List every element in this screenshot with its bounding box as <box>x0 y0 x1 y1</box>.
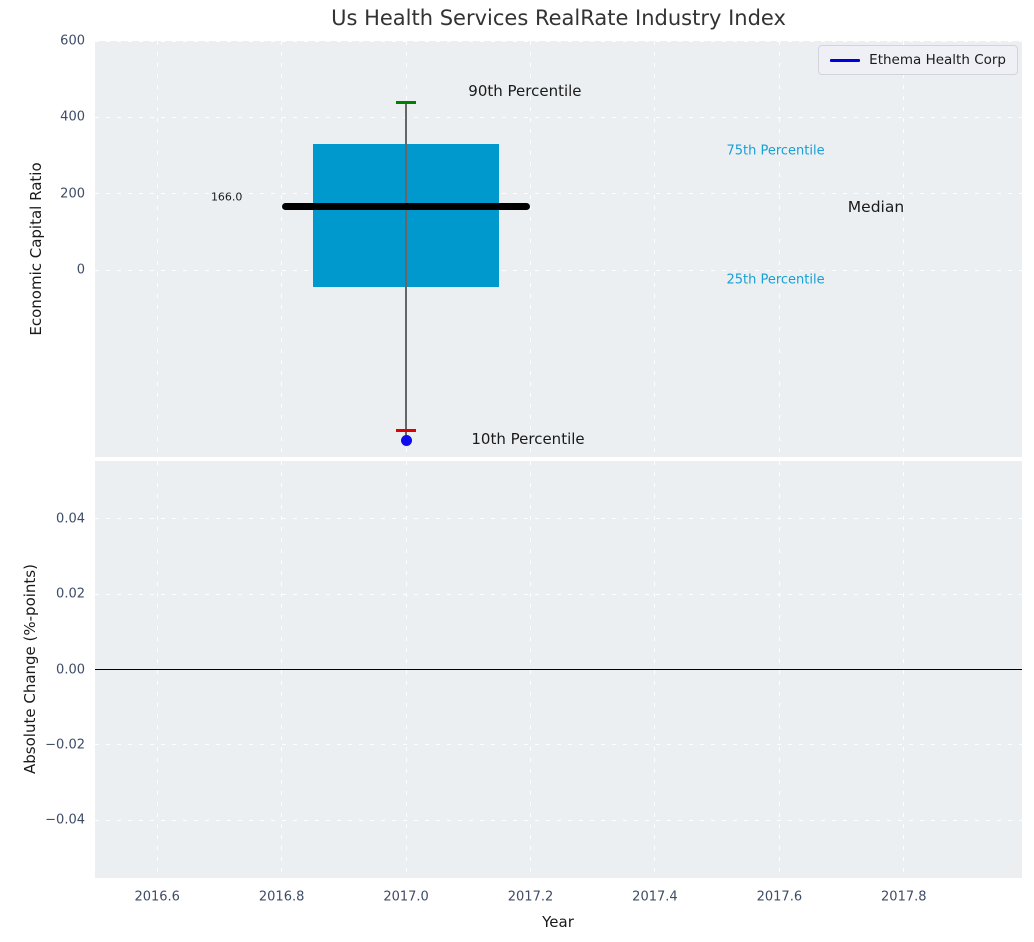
h-gridline <box>95 269 1022 271</box>
x-tick-label: 2017.4 <box>632 889 678 905</box>
y-tick-label: 200 <box>60 186 85 202</box>
legend-line-swatch-icon <box>830 58 861 62</box>
y-tick-label: 0 <box>76 262 85 278</box>
top-plot-area <box>95 40 1022 457</box>
h-gridline <box>95 193 1022 195</box>
v-gridline <box>778 41 780 457</box>
legend-label: Ethema Health Corp <box>869 52 1006 68</box>
x-tick-label: 2017.8 <box>881 889 927 905</box>
p90-cap <box>396 100 417 104</box>
median-value-label: 166.0 <box>210 190 243 204</box>
median-label: Median <box>847 197 905 216</box>
p10-label: 10th Percentile <box>471 430 585 449</box>
x-tick-label: 2016.8 <box>258 889 305 905</box>
x-tick-label: 2017.6 <box>756 889 803 905</box>
y-tick-label: 0.04 <box>56 511 85 527</box>
y-tick-label: 600 <box>60 33 85 49</box>
zero-line <box>95 668 1022 671</box>
h-gridline <box>95 116 1022 118</box>
p75-label: 75th Percentile <box>726 143 825 159</box>
h-gridline <box>95 593 1022 595</box>
y-tick-label: 400 <box>60 109 85 125</box>
bottom-plot-area <box>95 461 1022 878</box>
y-tick-label: −0.04 <box>45 812 85 828</box>
chart-title: Us Health Services RealRate Industry Ind… <box>331 6 786 30</box>
median-line <box>281 203 531 211</box>
v-gridline <box>281 41 283 457</box>
h-gridline <box>95 40 1022 42</box>
y-tick-label: 0.02 <box>56 586 85 602</box>
h-gridline <box>95 518 1022 520</box>
top-y-axis-label: Economic Capital Ratio <box>27 162 45 336</box>
legend: Ethema Health Corp <box>818 45 1018 75</box>
v-gridline <box>156 41 158 457</box>
x-tick-label: 2017.2 <box>507 889 554 905</box>
x-tick-label: 2016.6 <box>134 889 180 905</box>
y-tick-label: 0.00 <box>56 662 85 677</box>
p90-label: 90th Percentile <box>468 82 582 101</box>
p25-label: 25th Percentile <box>726 272 825 288</box>
p10-cap <box>396 428 417 432</box>
x-axis-label: Year <box>542 913 574 931</box>
v-gridline <box>530 41 531 457</box>
v-gridline <box>654 41 656 457</box>
bottom-y-axis-label: Absolute Change (%-points) <box>21 564 39 774</box>
x-tick-label: 2017.0 <box>383 889 429 905</box>
h-gridline <box>95 744 1022 746</box>
v-gridline <box>903 41 905 457</box>
y-tick-label: −0.02 <box>45 737 85 753</box>
company-point-marker <box>400 435 412 447</box>
whisker-line <box>405 102 407 441</box>
h-gridline <box>95 819 1022 821</box>
